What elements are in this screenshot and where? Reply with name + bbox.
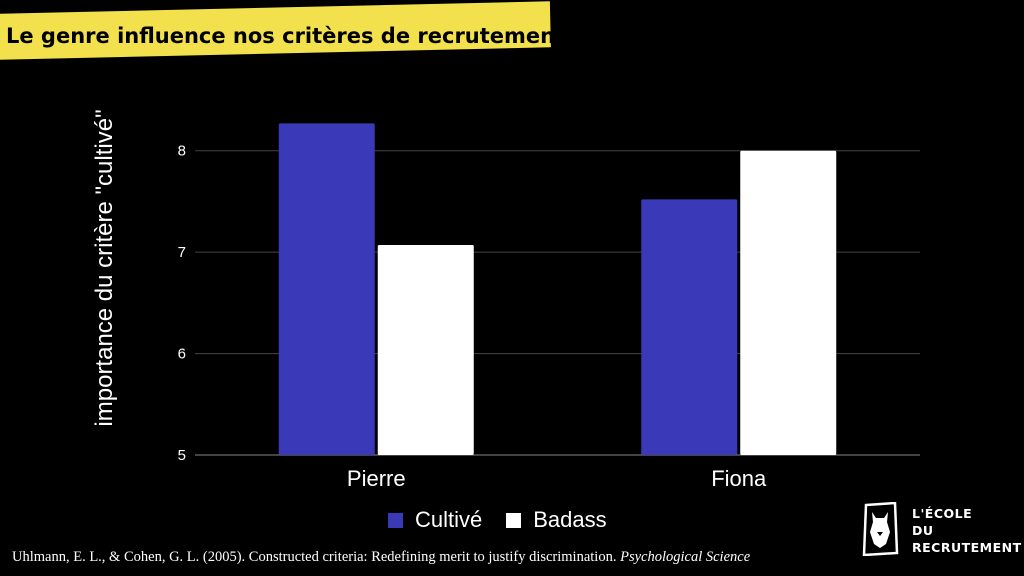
bar-chart: 5 6 7 8 importance du critère "cultivé" Pierr… — [91, 109, 920, 491]
x-category-label: Pierre — [347, 466, 406, 491]
legend-label-cultive: Cultivé — [415, 507, 483, 532]
chart-legend: Cultivé Badass — [388, 507, 617, 533]
bar-cultive-fiona — [641, 199, 738, 455]
y-axis-label: importance du critère "cultivé" — [91, 109, 118, 426]
logo-line-1: L'ÉCOLE — [912, 506, 973, 521]
bar-badass-pierre — [377, 245, 474, 455]
citation: Uhlmann, E. L., & Cohen, G. L. (2005). C… — [12, 549, 750, 566]
y-tick-label: 5 — [178, 447, 186, 464]
bar-cultive-pierre — [278, 123, 375, 455]
bar-badass-fiona — [740, 150, 837, 455]
legend-item-cultive: Cultivé — [388, 507, 482, 533]
y-tick-label: 6 — [178, 346, 186, 363]
school-logo-text: L'ÉCOLE DU RECRUTEMENT — [912, 505, 1022, 556]
logo-line-3: RECRUTEMENT — [912, 540, 1022, 555]
x-category-label: Fiona — [711, 466, 767, 491]
school-logo-icon — [862, 502, 899, 556]
logo-line-2: DU — [912, 523, 934, 538]
legend-label-badass: Badass — [533, 507, 607, 532]
legend-swatch-cultive — [388, 512, 403, 528]
legend-swatch-badass — [506, 512, 522, 528]
citation-journal: Psychological Science — [620, 549, 751, 565]
legend-item-badass: Badass — [506, 507, 607, 533]
y-tick-label: 8 — [178, 143, 186, 160]
y-tick-label: 7 — [178, 244, 186, 261]
slide-title: Le genre influence nos critères de recru… — [6, 24, 566, 48]
citation-text: Uhlmann, E. L., & Cohen, G. L. (2005). C… — [12, 549, 621, 565]
